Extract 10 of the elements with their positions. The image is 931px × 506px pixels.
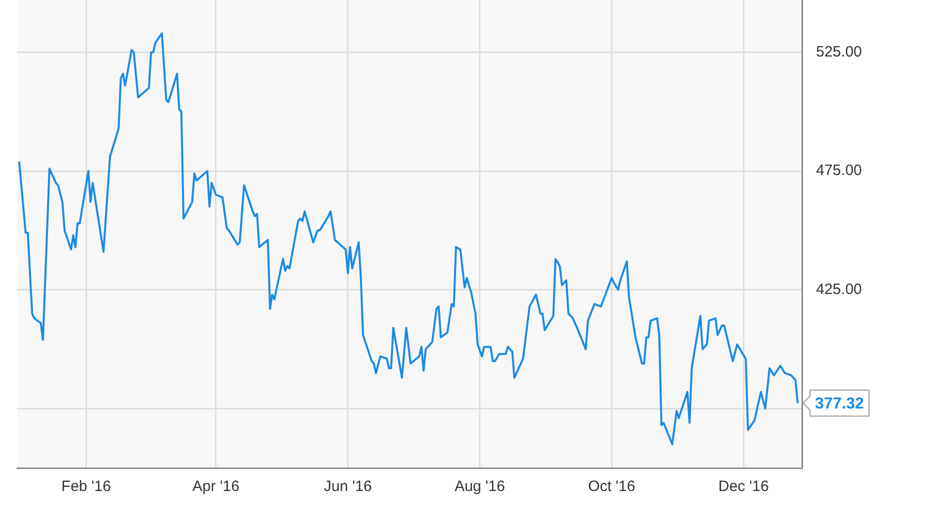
y-tick-label: 525.00	[816, 43, 862, 60]
y-tick-label: 475.00	[816, 162, 862, 180]
x-tick-label: Jun '16	[324, 478, 372, 496]
x-tick-label: Apr '16	[192, 478, 240, 496]
x-tick-label: Feb '16	[61, 478, 111, 496]
annotation: 377.32	[815, 396, 864, 413]
x-tick-label: Dec '16	[718, 478, 769, 496]
y-tick-label: 425.00	[816, 280, 862, 298]
x-tick-label: Aug '16	[454, 478, 505, 496]
x-tick-label: Oct '16	[588, 478, 636, 496]
